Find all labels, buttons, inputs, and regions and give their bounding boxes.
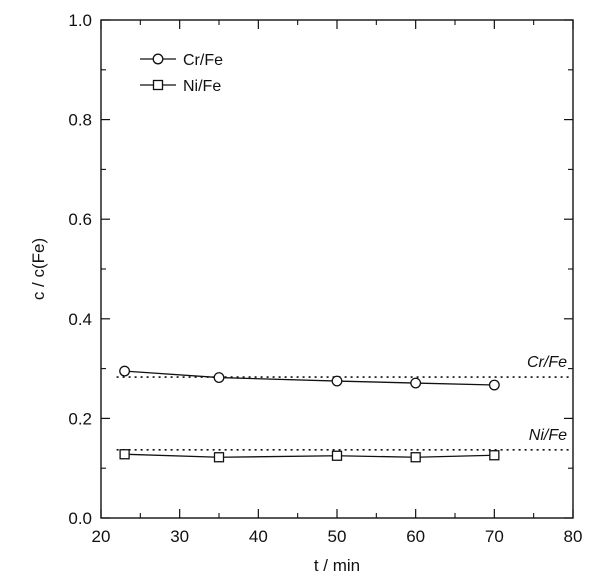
data-point [488,379,500,391]
reference-lines: Cr/Fe Ni/Fe [116,354,573,451]
y-tick-label: 0.4 [68,310,92,329]
data-point [410,452,421,463]
series-line [124,453,495,458]
data-point [489,450,500,461]
legend-marker [152,53,164,65]
data-point [119,365,131,377]
legend-label: Ni/Fe [183,78,221,95]
x-tick-label: 80 [564,527,583,546]
data-point [119,449,130,460]
plot-border [100,19,574,519]
data-point [331,375,343,387]
x-tick-label: 20 [92,527,111,546]
data-point [213,372,225,384]
legend-label: Cr/Fe [183,52,223,69]
y-tick-label: 0.2 [68,409,92,428]
series-ni-fe [119,449,500,463]
data-series [119,365,500,463]
plot-frame [100,19,574,519]
x-tick-label: 40 [249,527,268,546]
x-tick-label: 30 [170,527,189,546]
x-tick-label: 60 [406,527,425,546]
legend-item: Ni/Fe [140,78,221,95]
data-point [213,452,225,463]
x-tick-label: 70 [485,527,504,546]
y-tick-label: 0.8 [68,111,92,130]
y-axis-title: c / c(Fe) [29,238,48,300]
y-tick-label: 0.6 [68,210,92,229]
x-axis-title: t / min [314,556,360,575]
legend: Cr/Fe Ni/Fe [140,52,223,95]
reference-line-label: Cr/Fe [527,354,567,371]
series-line [124,370,495,386]
series-cr-fe [119,365,500,391]
legend-item: Cr/Fe [140,52,223,69]
data-point [410,377,422,389]
legend-marker [152,79,164,91]
y-tick-label: 1.0 [68,11,92,30]
data-point [331,450,343,461]
reference-line-label: Ni/Fe [529,427,567,444]
y-axis: 0.0 0.2 0.4 0.6 0.8 1.0 [68,11,573,528]
x-tick-label: 50 [328,527,347,546]
x-axis: 20 30 40 50 60 70 80 [92,20,583,546]
y-tick-label: 0.0 [68,509,92,528]
